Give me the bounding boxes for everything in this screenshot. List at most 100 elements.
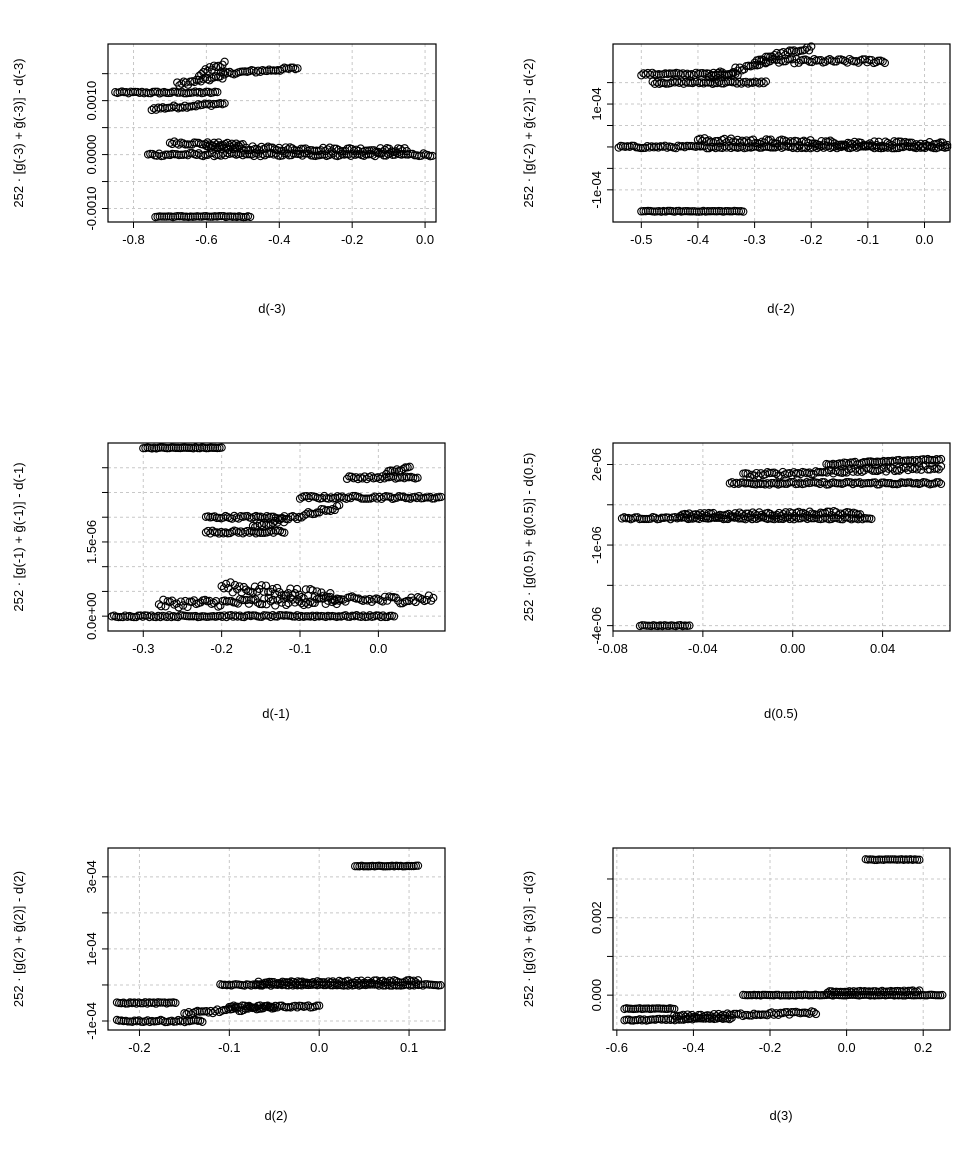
data-point — [160, 212, 169, 221]
data-point — [205, 63, 214, 72]
data-point — [213, 87, 222, 97]
data-point — [943, 140, 952, 150]
plot-frame — [612, 442, 951, 632]
data-point — [763, 479, 772, 488]
data-point — [280, 528, 289, 537]
y-tick-label: -1e-04 — [84, 1002, 99, 1040]
data-point — [308, 586, 317, 595]
data-point — [360, 472, 369, 481]
data-point — [868, 141, 877, 150]
data-point — [326, 506, 335, 516]
data-point — [801, 510, 810, 519]
data-point — [300, 492, 309, 501]
x-tick-label: -0.2 — [128, 1040, 150, 1055]
data-point — [938, 990, 947, 1000]
data-point — [256, 528, 265, 538]
data-point — [931, 991, 940, 1000]
data-point — [343, 612, 352, 621]
data-point — [894, 455, 904, 465]
data-point — [805, 1009, 814, 1018]
data-point — [639, 514, 649, 524]
data-point — [293, 64, 302, 73]
data-point — [220, 611, 229, 620]
data-point — [332, 594, 342, 603]
data-point — [652, 1004, 662, 1013]
data-point — [140, 998, 150, 1007]
data-point — [425, 980, 434, 989]
data-point — [385, 976, 394, 985]
y-tick-label: 0.0010 — [84, 81, 99, 121]
data-point — [359, 494, 369, 503]
y-axis-label: 252 · [g(-1) + g̃(-1)] - d(-1) — [11, 462, 26, 611]
x-tick-label: -0.04 — [688, 641, 718, 656]
data-point — [293, 514, 302, 524]
data-point — [339, 978, 348, 987]
data-point — [257, 520, 266, 530]
data-point — [278, 151, 287, 160]
data-point — [280, 978, 289, 987]
data-point — [920, 991, 929, 1000]
x-tick-label: -0.8 — [122, 232, 144, 247]
data-point — [239, 212, 248, 222]
x-tick-label: 0.0 — [369, 641, 387, 656]
data-point — [874, 137, 883, 146]
data-point — [301, 510, 311, 519]
data-point — [759, 79, 768, 88]
y-tick-label: 1e-04 — [84, 932, 99, 965]
y-tick-label: -4e-06 — [589, 607, 604, 645]
data-point — [235, 582, 244, 591]
data-point — [301, 612, 311, 621]
data-point — [211, 597, 221, 606]
data-point — [933, 991, 943, 1000]
data-point — [757, 77, 766, 86]
data-point — [219, 513, 228, 522]
data-point — [400, 977, 410, 986]
data-point — [915, 855, 924, 864]
x-axis-label: d(-2) — [767, 301, 794, 316]
panel-d-minus-1: -0.3 -0.2 -0.1 0.0 0.0e+00 1.5e-06 d(-1) 252 … — [11, 442, 446, 721]
data-point — [825, 987, 834, 996]
x-tick-label: -0.4 — [687, 232, 709, 247]
data-point — [221, 579, 231, 589]
data-point — [402, 146, 411, 156]
data-point — [401, 463, 410, 472]
data-point — [783, 1007, 792, 1017]
data-point — [216, 68, 226, 77]
data-point — [315, 1001, 324, 1010]
data-point — [154, 611, 163, 621]
data-point — [236, 527, 245, 536]
data-point — [248, 142, 257, 151]
data-point — [789, 46, 799, 55]
data-point — [330, 595, 339, 605]
data-point — [230, 511, 239, 521]
data-point — [292, 584, 302, 594]
x-tick-label: 0.0 — [915, 232, 933, 247]
data-point — [692, 1012, 701, 1022]
data-point — [650, 513, 660, 522]
data-point — [661, 1004, 670, 1014]
x-tick-label: 0.04 — [870, 641, 895, 656]
data-point — [772, 510, 781, 520]
data-point — [426, 596, 436, 605]
data-point — [794, 58, 803, 67]
data-point — [136, 999, 145, 1008]
plot-frame — [107, 442, 446, 632]
data-point — [365, 594, 374, 604]
y-tick-label: 0.0000 — [84, 135, 99, 175]
y-tick-label: 0.002 — [589, 901, 604, 934]
data-point — [271, 1001, 280, 1011]
data-point — [268, 584, 277, 594]
data-point — [245, 528, 254, 537]
data-point — [288, 612, 297, 621]
data-point — [809, 1008, 818, 1017]
data-point — [184, 1007, 193, 1017]
data-point — [878, 57, 887, 66]
data-point — [290, 1001, 300, 1011]
data-point — [359, 862, 368, 871]
x-tick-label: -0.4 — [682, 1040, 704, 1055]
y-axis-label: 252 · [g(0.5) + g̃(0.5)] - d(0.5) — [521, 453, 536, 622]
x-tick-label: -0.2 — [341, 232, 363, 247]
data-point — [733, 511, 742, 520]
data-point — [687, 1010, 697, 1020]
data-point — [361, 978, 370, 988]
